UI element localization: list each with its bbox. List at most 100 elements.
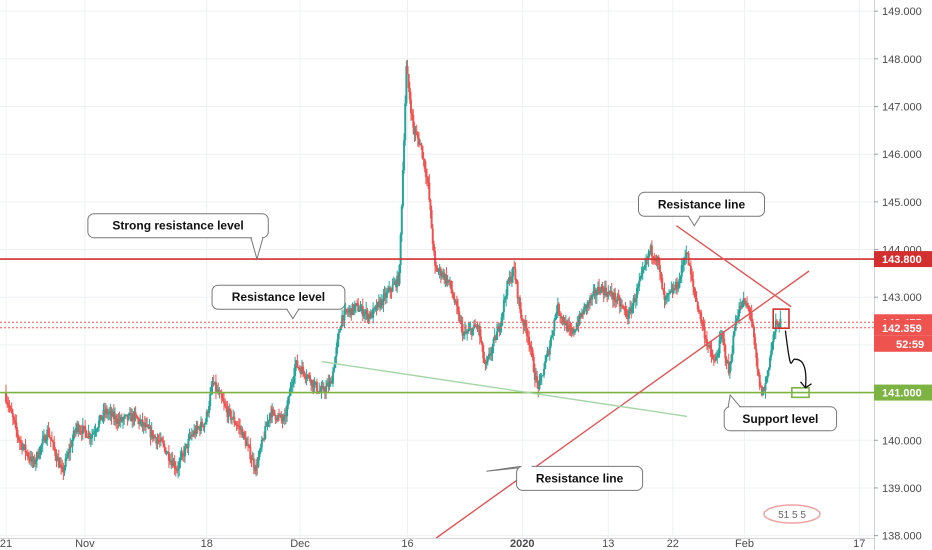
- candle-body: [485, 361, 488, 364]
- candle-body: [356, 303, 359, 305]
- candle-body: [572, 328, 575, 333]
- candle-body: [447, 279, 450, 282]
- callout-2[interactable]: Resistance line: [638, 191, 766, 227]
- trendline-1[interactable]: [676, 225, 792, 308]
- candle-body: [173, 461, 176, 469]
- horizontal-levels[interactable]: [0, 258, 874, 394]
- price-tag-142.359[interactable]: 142.359: [874, 319, 932, 336]
- candle-body: [454, 300, 457, 303]
- candle-body: [579, 313, 582, 317]
- candle-body: [283, 414, 286, 417]
- candle-body: [57, 457, 60, 468]
- candle-body: [536, 375, 539, 382]
- candle-body: [654, 260, 657, 262]
- candle-body: [327, 382, 330, 388]
- candle-body: [358, 311, 361, 313]
- candle-body: [48, 435, 51, 438]
- candle-body: [711, 355, 714, 360]
- candle-body: [618, 298, 621, 307]
- candle-body: [194, 430, 197, 435]
- candle-body: [699, 311, 702, 313]
- trendline-2[interactable]: [321, 360, 688, 418]
- candle-body: [515, 279, 518, 282]
- trendlines[interactable]: [321, 225, 810, 539]
- candle-body: [592, 291, 595, 296]
- candle-body: [146, 424, 149, 426]
- candlestick-series[interactable]: [5, 59, 782, 481]
- price-axis[interactable]: 149.000148.000147.000146.000145.000144.0…: [874, 0, 932, 550]
- candle-body: [7, 403, 10, 406]
- candle-body: [117, 419, 120, 424]
- candle-body: [88, 432, 91, 439]
- candle-body: [127, 413, 130, 420]
- candle-body: [703, 326, 706, 339]
- candle-body: [81, 425, 84, 434]
- candle-body: [96, 427, 99, 430]
- callout-0[interactable]: Strong resistance level: [87, 213, 269, 261]
- candle-body: [15, 422, 18, 430]
- candle-body: [407, 74, 410, 88]
- callouts[interactable]: Strong resistance level Resistance level R…: [87, 191, 838, 491]
- price-countdown-bg: [874, 335, 932, 352]
- candle-body: [162, 441, 165, 444]
- candle-body: [644, 265, 647, 268]
- candle-body: [594, 290, 597, 296]
- time-axis[interactable]: 21 Nov 18 Dec 16 2020 13 22 Feb 17: [0, 538, 874, 550]
- time-tick-label: 16: [401, 538, 413, 550]
- candle-body: [505, 295, 508, 298]
- candle-body: [531, 349, 534, 358]
- candle-body: [650, 245, 653, 257]
- candle-body: [478, 325, 481, 337]
- candle-body: [448, 280, 451, 282]
- candle-body: [506, 280, 509, 296]
- price-tick-label: 146.000: [882, 149, 922, 161]
- candle-body: [740, 305, 743, 308]
- candle-body: [691, 274, 694, 279]
- candle-body: [498, 326, 501, 332]
- candle-body: [55, 455, 58, 462]
- candle-body: [419, 143, 422, 145]
- candle-body: [181, 453, 184, 455]
- candle-body: [443, 272, 446, 280]
- candle-body: [32, 459, 35, 463]
- candle-body: [484, 363, 487, 365]
- candle-body: [373, 307, 376, 309]
- callout-1[interactable]: Resistance level: [211, 284, 346, 320]
- candle-body: [541, 375, 544, 377]
- candle-body: [427, 177, 430, 183]
- trendline-0[interactable]: [435, 270, 810, 539]
- price-tag-141.000[interactable]: 141.000: [874, 384, 932, 401]
- callout-label: Strong resistance level: [112, 219, 243, 233]
- price-tag-143.800[interactable]: 143.800: [874, 251, 932, 268]
- candle-body: [390, 291, 393, 293]
- candle-body: [435, 265, 438, 268]
- candle-body: [280, 414, 283, 419]
- candle-body: [678, 278, 681, 288]
- target-box-0[interactable]: [772, 308, 790, 330]
- candle-body: [275, 419, 278, 421]
- candle-body: [409, 99, 412, 114]
- price-tick-label: 139.000: [882, 483, 922, 495]
- candle-body: [730, 361, 733, 365]
- target-box-1[interactable]: [791, 387, 810, 399]
- candle-body: [60, 464, 63, 467]
- candle-body: [105, 408, 108, 415]
- candle-body: [284, 414, 287, 417]
- candle-body: [297, 367, 300, 369]
- target-boxes[interactable]: [772, 308, 810, 399]
- callout-4[interactable]: Resistance line: [486, 465, 644, 491]
- price-tag-label: 141.000: [882, 388, 922, 400]
- callout-pointer: [486, 465, 533, 472]
- candle-body: [557, 303, 560, 315]
- candle-body: [312, 380, 315, 388]
- candle-body: [664, 297, 667, 300]
- callout-3[interactable]: Support level: [723, 393, 838, 432]
- candle-body: [11, 413, 14, 418]
- candle-body: [437, 270, 440, 272]
- candle-body: [274, 414, 277, 420]
- candle-body: [598, 286, 601, 292]
- candle-body: [140, 419, 143, 422]
- candle-body: [321, 385, 324, 388]
- candle-body: [377, 301, 380, 303]
